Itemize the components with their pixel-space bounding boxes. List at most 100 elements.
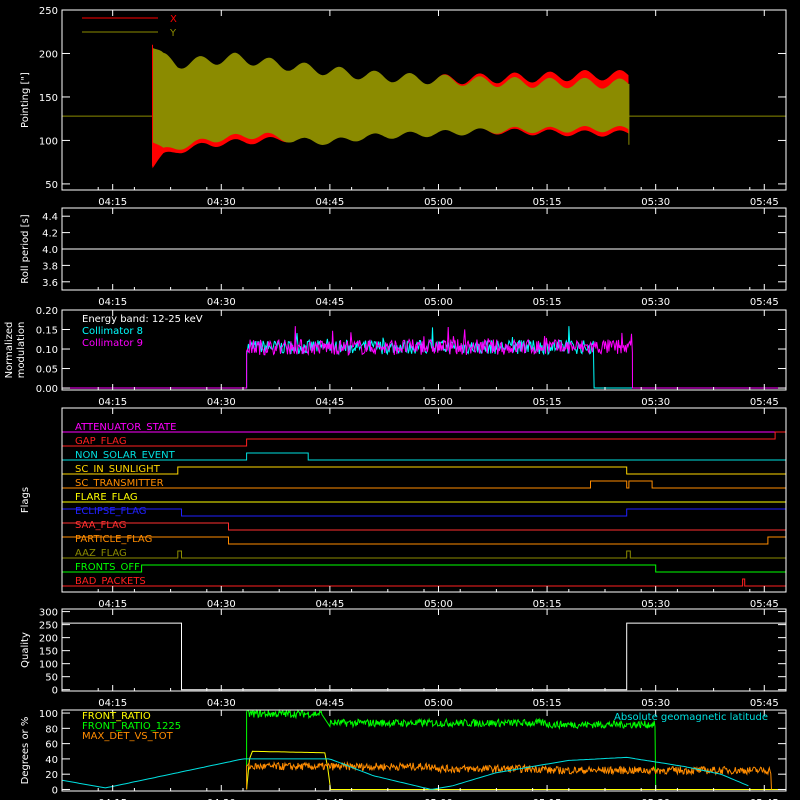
flag-line-saa-flag bbox=[62, 522, 787, 531]
y-tick-label-ratios: 0 bbox=[52, 785, 58, 796]
x-tick-label-pointing: 04:15 bbox=[98, 197, 127, 208]
x-tick-label-ratios: 04:45 bbox=[315, 798, 344, 800]
legend-label-y: Y bbox=[169, 28, 177, 39]
y-axis-label-modulation-2: modulation bbox=[16, 322, 27, 379]
flag-line-gap-flag bbox=[62, 431, 786, 447]
series-line-front-ratio-1225 bbox=[246, 708, 657, 790]
flag-label-non-solar-event: NON_SOLAR_EVENT bbox=[75, 450, 176, 461]
y-tick-label-ratios: 100 bbox=[39, 709, 58, 720]
ratios-annotation: Absolute geomagnetic latitude bbox=[614, 712, 768, 723]
x-tick-label-quality: 04:30 bbox=[207, 698, 236, 709]
legend-label-front-ratio: FRONT_RATIO bbox=[82, 711, 151, 722]
x-tick-label-ratios: 05:30 bbox=[641, 798, 670, 800]
x-tick-label-quality: 05:00 bbox=[424, 698, 453, 709]
flag-line-eclipse-flag bbox=[62, 508, 786, 517]
x-tick-label-roll: 05:30 bbox=[641, 297, 670, 308]
flag-label-flare-flag: FLARE_FLAG bbox=[75, 492, 138, 503]
flag-line-bad-packets bbox=[62, 578, 786, 587]
y-axis-label-roll: Roll period [s] bbox=[20, 214, 31, 283]
flag-line-non-solar-event bbox=[62, 452, 786, 461]
x-tick-label-pointing: 05:15 bbox=[533, 197, 562, 208]
y-tick-label-modulation: 0.10 bbox=[36, 345, 58, 356]
y-tick-label-pointing: 100 bbox=[39, 136, 58, 147]
x-tick-label-roll: 05:15 bbox=[533, 297, 562, 308]
x-tick-label-pointing: 05:30 bbox=[641, 197, 670, 208]
flag-line-sc-in-sunlight bbox=[62, 466, 786, 475]
flag-label-saa-flag: SAA_FLAG bbox=[75, 520, 126, 531]
x-tick-label-modulation: 05:30 bbox=[641, 397, 670, 408]
y-axis-label-modulation-1: Normalized bbox=[4, 322, 15, 379]
quality-line bbox=[62, 622, 786, 691]
y-tick-label-modulation: 0.05 bbox=[36, 365, 58, 376]
y-tick-label-quality: 100 bbox=[39, 660, 58, 671]
x-tick-label-ratios: 05:45 bbox=[750, 798, 779, 800]
flag-label-eclipse-flag: ECLIPSE_FLAG bbox=[75, 506, 146, 517]
flag-line-particle-flag bbox=[62, 536, 786, 545]
series-line-max-det-vs-tot bbox=[246, 760, 772, 790]
y-axis-label-pointing: Pointing ["] bbox=[20, 72, 31, 128]
y-tick-label-pointing: 250 bbox=[39, 6, 58, 17]
y-tick-label-pointing: 200 bbox=[39, 49, 58, 60]
series-area-y bbox=[152, 47, 629, 150]
x-tick-label-roll: 05:00 bbox=[424, 297, 453, 308]
y-tick-label-quality: 50 bbox=[45, 673, 58, 684]
x-tick-label-ratios: 04:15 bbox=[98, 798, 127, 800]
x-tick-label-roll: 04:15 bbox=[98, 297, 127, 308]
x-tick-label-flags: 05:45 bbox=[750, 599, 779, 610]
y-tick-label-modulation: 0.00 bbox=[36, 384, 58, 395]
x-tick-label-modulation: 04:45 bbox=[315, 397, 344, 408]
y-tick-label-modulation: 0.15 bbox=[36, 326, 58, 337]
flag-line-fronts-off bbox=[62, 564, 786, 573]
panel-frame-quality bbox=[61, 608, 787, 692]
flag-label-attenuator-state: ATTENUATOR_STATE bbox=[75, 422, 176, 433]
flag-label-particle-flag: PARTICLE_FLAG bbox=[75, 534, 152, 545]
pointing-plot-area bbox=[62, 44, 786, 169]
flag-label-bad-packets: BAD_PACKETS bbox=[75, 576, 146, 587]
x-tick-label-flags: 04:15 bbox=[98, 599, 127, 610]
y-axis-label-quality: Quality bbox=[20, 632, 31, 668]
flag-label-fronts-off: FRONTS_OFF bbox=[75, 562, 140, 573]
flag-label-sc-in-sunlight: SC_IN_SUNLIGHT bbox=[75, 464, 161, 475]
x-tick-label-pointing: 05:45 bbox=[750, 197, 779, 208]
flag-line-sc-transmitter bbox=[62, 480, 786, 489]
y-tick-label-roll: 4.2 bbox=[42, 229, 58, 240]
x-tick-label-flags: 05:15 bbox=[533, 599, 562, 610]
x-tick-label-quality: 05:15 bbox=[533, 698, 562, 709]
y-tick-label-roll: 4.0 bbox=[42, 245, 58, 256]
flag-label-gap-flag: GAP_FLAG bbox=[75, 436, 127, 447]
y-tick-label-ratios: 20 bbox=[45, 770, 58, 781]
x-tick-label-quality: 05:45 bbox=[750, 698, 779, 709]
y-tick-label-quality: 150 bbox=[39, 647, 58, 658]
x-tick-label-quality: 04:45 bbox=[315, 698, 344, 709]
series-line-front-ratio bbox=[246, 750, 786, 790]
legend-label-collimator-9: Collimator 9 bbox=[82, 338, 143, 349]
series-line-collimator-8 bbox=[62, 326, 786, 389]
x-tick-label-modulation: 04:15 bbox=[98, 397, 127, 408]
y-tick-label-quality: 300 bbox=[39, 608, 58, 619]
y-axis-label-ratios: Degrees or % bbox=[20, 717, 31, 785]
x-tick-label-pointing: 05:00 bbox=[424, 197, 453, 208]
x-tick-label-ratios: 05:15 bbox=[533, 798, 562, 800]
x-tick-label-modulation: 05:00 bbox=[424, 397, 453, 408]
legend-label-collimator-8: Collimator 8 bbox=[82, 326, 143, 337]
series-line-collimator-9 bbox=[62, 326, 786, 389]
x-tick-label-modulation: 04:30 bbox=[207, 397, 236, 408]
legend-label-max-det-vs-tot: MAX_DET_VS_TOT bbox=[82, 731, 174, 742]
legend-label-front-ratio-1225: FRONT_RATIO_1225 bbox=[82, 721, 181, 732]
y-tick-label-quality: 0 bbox=[52, 686, 58, 697]
x-tick-label-quality: 05:30 bbox=[641, 698, 670, 709]
x-tick-label-roll: 04:45 bbox=[315, 297, 344, 308]
y-axis-label-flags: Flags bbox=[20, 487, 31, 513]
flag-label-sc-transmitter: SC_TRANSMITTER bbox=[75, 478, 164, 489]
x-tick-label-pointing: 04:45 bbox=[315, 197, 344, 208]
y-tick-label-roll: 3.6 bbox=[42, 278, 58, 289]
y-tick-label-roll: 3.8 bbox=[42, 261, 58, 272]
series-line-absolute-geomagnetic-latitude bbox=[61, 756, 749, 790]
y-tick-label-quality: 250 bbox=[39, 621, 58, 632]
x-tick-label-flags: 05:00 bbox=[424, 599, 453, 610]
y-tick-label-roll: 4.4 bbox=[42, 212, 58, 223]
x-tick-label-modulation: 05:45 bbox=[750, 397, 779, 408]
legend-label-x: X bbox=[170, 14, 177, 25]
y-tick-label-ratios: 80 bbox=[45, 724, 58, 735]
